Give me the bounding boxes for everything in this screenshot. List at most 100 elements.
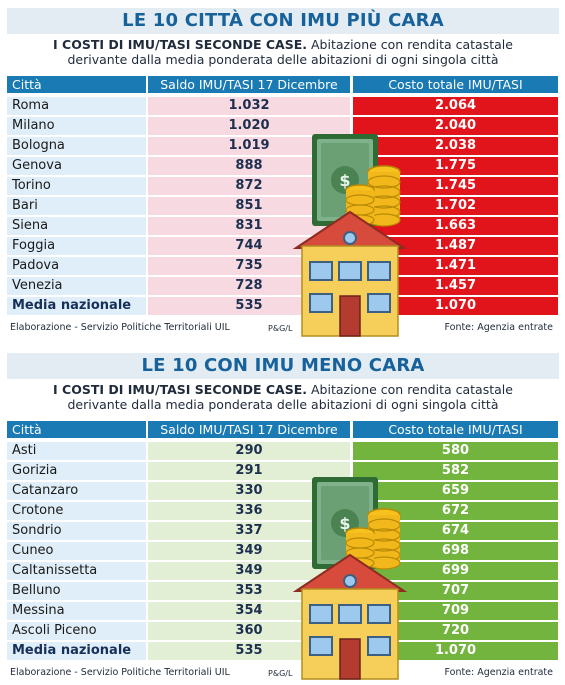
footer-source: Fonte: Agenzia entrate [444, 667, 554, 678]
saldo-cell: 872 [148, 177, 350, 195]
city-cell: Messina [7, 602, 146, 620]
svg-text:$: $ [339, 171, 350, 190]
saldo-cell: 735 [148, 257, 350, 275]
panel-subtitle: I COSTI DI IMU/TASI SECONDE CASE. Abitaz… [7, 382, 559, 412]
city-cell: Roma [7, 97, 146, 115]
saldo-cell: 290 [148, 442, 350, 460]
saldo-cell: 728 [148, 277, 350, 295]
table-row: Crotone 336 672 [0, 502, 565, 520]
costo-cell: 1.471 [353, 257, 558, 275]
saldo-cell: 535 [148, 297, 350, 315]
table-row: Foggia 744 1.487 [0, 237, 565, 255]
costo-cell: 1.663 [353, 217, 558, 235]
city-cell: Ascoli Piceno [7, 622, 146, 640]
panel-title: LE 10 CON IMU MENO CARA [7, 353, 559, 379]
city-cell: Siena [7, 217, 146, 235]
costo-cell: 698 [353, 542, 558, 560]
bottom-infographic-panel: LE 10 CON IMU MENO CARA I COSTI DI IMU/T… [0, 345, 565, 685]
saldo-cell: 851 [148, 197, 350, 215]
money-house-illustration: $ [292, 134, 408, 337]
footer-source: Fonte: Agenzia entrate [444, 322, 554, 333]
saldo-cell: 360 [148, 622, 350, 640]
table-row: Messina 354 709 [0, 602, 565, 620]
city-cell: Belluno [7, 582, 146, 600]
costo-cell: 1.775 [353, 157, 558, 175]
city-cell: Bari [7, 197, 146, 215]
header-saldo: Saldo IMU/TASI 17 Dicembre [148, 76, 350, 93]
costo-cell: 1.487 [353, 237, 558, 255]
table-row: Venezia 728 1.457 [0, 277, 565, 295]
saldo-cell: 353 [148, 582, 350, 600]
house-icon [292, 210, 408, 337]
saldo-cell: 744 [148, 237, 350, 255]
table-row: Torino 872 1.745 [0, 177, 565, 195]
footer-signature: P&G/L [268, 669, 293, 678]
header-costo: Costo totale IMU/TASI [353, 421, 558, 438]
costo-cell: 672 [353, 502, 558, 520]
table-row: Padova 735 1.471 [0, 257, 565, 275]
costo-cell: 2.064 [353, 97, 558, 115]
costo-cell: 674 [353, 522, 558, 540]
table-row: Gorizia 291 582 [0, 462, 565, 480]
footer-credit: Elaborazione - Servizio Politiche Territ… [10, 322, 230, 333]
table-row: Belluno 353 707 [0, 582, 565, 600]
saldo-cell: 354 [148, 602, 350, 620]
saldo-cell: 1.020 [148, 117, 350, 135]
table-row-average: Media nazionale 535 1.070 [0, 297, 565, 315]
table-row: Milano 1.020 2.040 [0, 117, 565, 135]
costo-cell: 699 [353, 562, 558, 580]
city-cell: Milano [7, 117, 146, 135]
city-cell: Padova [7, 257, 146, 275]
table-row: Bari 851 1.702 [0, 197, 565, 215]
costo-cell: 1.457 [353, 277, 558, 295]
saldo-cell: 330 [148, 482, 350, 500]
city-cell: Crotone [7, 502, 146, 520]
subtitle-bold: I COSTI DI IMU/TASI SECONDE CASE. [53, 382, 308, 397]
city-cell: Foggia [7, 237, 146, 255]
header-city: Città [7, 76, 146, 93]
costo-cell: 659 [353, 482, 558, 500]
saldo-cell: 349 [148, 562, 350, 580]
panel-subtitle: I COSTI DI IMU/TASI SECONDE CASE. Abitaz… [7, 37, 559, 67]
header-saldo: Saldo IMU/TASI 17 Dicembre [148, 421, 350, 438]
costo-cell: 582 [353, 462, 558, 480]
subtitle-bold: I COSTI DI IMU/TASI SECONDE CASE. [53, 37, 308, 52]
saldo-cell: 337 [148, 522, 350, 540]
saldo-cell: 888 [148, 157, 350, 175]
costo-cell: 720 [353, 622, 558, 640]
table-row: Sondrio 337 674 [0, 522, 565, 540]
city-cell: Cuneo [7, 542, 146, 560]
saldo-cell: 336 [148, 502, 350, 520]
city-cell: Torino [7, 177, 146, 195]
saldo-cell: 831 [148, 217, 350, 235]
city-cell: Bologna [7, 137, 146, 155]
saldo-cell: 535 [148, 642, 350, 660]
city-cell: Catanzaro [7, 482, 146, 500]
table-row: Cuneo 349 698 [0, 542, 565, 560]
table-row-average: Media nazionale 535 1.070 [0, 642, 565, 660]
city-cell: Caltanissetta [7, 562, 146, 580]
table-row: Genova 888 1.775 [0, 157, 565, 175]
footer-credit: Elaborazione - Servizio Politiche Territ… [10, 667, 230, 678]
footer-signature: P&G/L [268, 324, 293, 333]
saldo-cell: 349 [148, 542, 350, 560]
costo-cell: 2.040 [353, 117, 558, 135]
costo-cell: 709 [353, 602, 558, 620]
city-cell: Gorizia [7, 462, 146, 480]
table-row: Bologna 1.019 2.038 [0, 137, 565, 155]
panel-title: LE 10 CITTÀ CON IMU PIÙ CARA [7, 8, 559, 34]
table-row: Roma 1.032 2.064 [0, 97, 565, 115]
city-cell: Media nazionale [7, 297, 146, 315]
coin-stack-icon [345, 508, 401, 570]
costo-cell: 2.038 [353, 137, 558, 155]
subtitle-text: Abitazione con rendita catastale [307, 37, 513, 52]
header-city: Città [7, 421, 146, 438]
saldo-cell: 1.032 [148, 97, 350, 115]
costo-cell: 707 [353, 582, 558, 600]
city-cell: Sondrio [7, 522, 146, 540]
saldo-cell: 291 [148, 462, 350, 480]
subtitle-line2: derivante dalla media ponderata delle ab… [67, 397, 499, 412]
costo-cell: 1.070 [353, 642, 558, 660]
svg-text:$: $ [339, 514, 350, 533]
costo-cell: 1.702 [353, 197, 558, 215]
